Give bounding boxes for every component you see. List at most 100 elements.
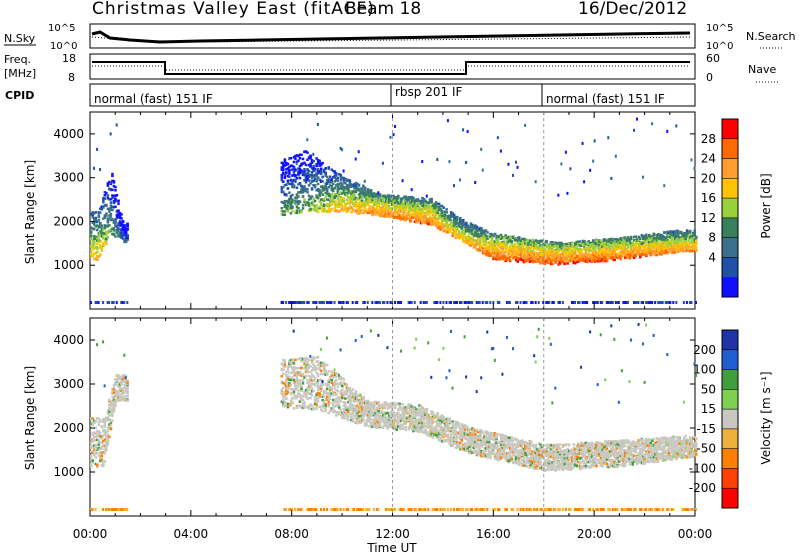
data-pixel	[303, 169, 306, 173]
data-pixel	[91, 433, 95, 437]
data-pixel	[310, 176, 314, 180]
data-pixel	[566, 246, 569, 250]
data-pixel	[280, 168, 284, 172]
data-pixel	[118, 386, 122, 389]
data-pixel	[424, 301, 427, 304]
data-pixel	[292, 160, 296, 164]
data-pixel	[546, 301, 549, 304]
data-pixel	[611, 249, 615, 252]
data-pixel	[480, 147, 483, 151]
data-pixel	[445, 230, 448, 234]
nsearch-label: N.Search	[746, 30, 796, 43]
data-pixel	[103, 384, 106, 388]
data-pixel	[413, 216, 417, 219]
data-pixel	[330, 198, 333, 202]
data-pixel	[336, 182, 340, 186]
data-pixel	[589, 259, 592, 263]
data-pixel	[604, 259, 607, 263]
data-pixel	[525, 250, 529, 253]
data-pixel	[304, 174, 308, 177]
data-pixel	[112, 201, 116, 205]
data-pixel	[97, 218, 101, 222]
data-pixel	[294, 180, 297, 183]
data-pixel	[649, 235, 653, 239]
data-pixel	[90, 446, 93, 449]
data-pixel	[663, 238, 666, 241]
data-pixel	[477, 237, 480, 241]
data-pixel	[515, 254, 518, 257]
data-pixel	[359, 196, 362, 199]
data-pixel	[324, 171, 327, 175]
data-pixel	[645, 253, 648, 257]
data-pixel	[303, 173, 306, 177]
data-pixel	[504, 242, 507, 245]
data-pixel	[566, 249, 569, 253]
data-pixel	[605, 249, 609, 252]
data-pixel	[325, 198, 329, 201]
data-pixel	[91, 254, 95, 258]
data-pixel	[319, 301, 322, 304]
data-pixel	[484, 229, 488, 232]
data-pixel	[552, 250, 556, 254]
data-pixel	[90, 462, 93, 466]
data-pixel	[551, 262, 554, 266]
data-pixel	[596, 245, 600, 248]
data-pixel	[416, 216, 420, 220]
data-pixel	[285, 168, 288, 171]
data-pixel	[589, 254, 592, 258]
data-pixel	[348, 200, 352, 203]
data-pixel	[483, 229, 486, 232]
data-pixel	[409, 217, 412, 220]
data-pixel	[105, 214, 108, 218]
data-pixel	[400, 301, 403, 304]
data-pixel	[424, 207, 427, 210]
data-pixel	[648, 233, 651, 237]
data-pixel	[100, 441, 104, 444]
data-pixel	[354, 205, 358, 208]
data-pixel	[93, 217, 96, 220]
data-pixel	[412, 201, 415, 205]
data-pixel	[409, 205, 412, 209]
data-pixel	[578, 250, 582, 254]
data-pixel	[409, 220, 412, 223]
data-pixel	[280, 207, 284, 210]
data-pixel	[280, 391, 284, 394]
data-pixel	[539, 240, 542, 244]
data-pixel	[351, 209, 355, 213]
data-pixel	[495, 234, 498, 238]
data-pixel	[693, 167, 696, 171]
data-pixel	[422, 203, 426, 206]
data-pixel	[99, 225, 102, 229]
data-pixel	[454, 226, 458, 230]
data-pixel	[530, 246, 533, 249]
data-pixel	[115, 229, 119, 232]
data-pixel	[566, 252, 569, 256]
data-pixel	[294, 202, 297, 205]
data-pixel	[642, 301, 645, 304]
data-pixel	[345, 301, 348, 304]
data-pixel	[327, 178, 330, 181]
data-pixel	[695, 246, 698, 249]
data-pixel	[492, 247, 495, 251]
data-pixel	[360, 187, 364, 191]
data-pixel	[664, 241, 668, 244]
data-pixel	[525, 243, 529, 246]
data-pixel	[397, 301, 400, 304]
data-pixel	[610, 256, 613, 259]
data-pixel	[103, 204, 107, 207]
data-pixel	[439, 223, 442, 227]
data-pixel	[574, 261, 577, 265]
data-pixel	[543, 254, 547, 257]
data-pixel	[362, 190, 365, 193]
data-pixel	[645, 235, 648, 238]
data-pixel	[617, 238, 621, 242]
data-pixel	[584, 251, 588, 255]
data-pixel	[430, 201, 433, 204]
data-pixel	[453, 184, 455, 188]
data-pixel	[634, 246, 637, 249]
data-pixel	[303, 200, 306, 204]
data-pixel	[690, 235, 693, 238]
data-pixel	[332, 195, 335, 198]
data-pixel	[504, 251, 507, 254]
data-pixel	[126, 389, 129, 392]
